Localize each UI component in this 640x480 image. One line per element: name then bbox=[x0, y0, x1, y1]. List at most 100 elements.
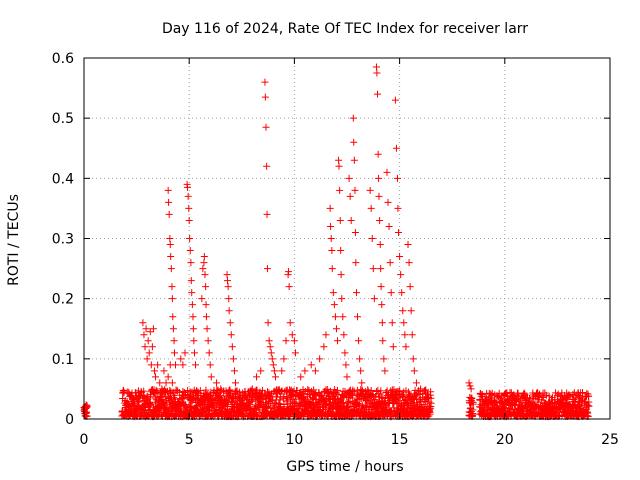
roti-point bbox=[400, 319, 408, 327]
roti-point bbox=[149, 325, 157, 333]
baseline-point bbox=[251, 402, 259, 410]
roti-point bbox=[198, 295, 206, 303]
roti-point bbox=[181, 349, 189, 357]
roti-point bbox=[328, 247, 336, 255]
roti-point bbox=[167, 265, 175, 273]
roti-point bbox=[402, 343, 410, 351]
y-tick-label: 0.2 bbox=[52, 292, 74, 308]
roti-point bbox=[248, 385, 256, 393]
baseline-point bbox=[584, 402, 592, 410]
baseline-point bbox=[565, 391, 573, 399]
baseline-point bbox=[350, 387, 358, 395]
baseline-point bbox=[364, 386, 372, 394]
roti-point bbox=[206, 361, 214, 369]
roti-point bbox=[350, 156, 358, 164]
roti-point bbox=[190, 337, 198, 345]
roti-point bbox=[301, 367, 309, 375]
roti-point bbox=[169, 313, 177, 321]
roti-point bbox=[387, 289, 395, 297]
roti-point bbox=[412, 379, 420, 387]
y-tick-label: 0.6 bbox=[52, 51, 74, 67]
baseline-point bbox=[83, 403, 91, 411]
roti-point bbox=[376, 216, 384, 224]
baseline-point bbox=[536, 390, 544, 398]
roti-point bbox=[265, 337, 273, 345]
roti-point bbox=[189, 313, 197, 321]
baseline-point bbox=[420, 400, 428, 408]
roti-point bbox=[372, 63, 380, 71]
roti-point bbox=[391, 96, 399, 104]
roti-point bbox=[378, 301, 386, 309]
roti-point bbox=[352, 289, 360, 297]
baseline-point bbox=[123, 397, 131, 405]
roti-point bbox=[187, 277, 195, 285]
baseline-point bbox=[269, 396, 277, 404]
roti-point bbox=[200, 259, 208, 267]
roti-point bbox=[205, 349, 213, 357]
roti-point bbox=[140, 331, 148, 339]
roti-point bbox=[282, 337, 290, 345]
roti-point bbox=[179, 361, 187, 369]
roti-point bbox=[185, 204, 193, 212]
roti-point bbox=[168, 379, 176, 387]
baseline-point bbox=[349, 394, 357, 402]
baseline-point bbox=[225, 386, 233, 394]
roti-point bbox=[145, 349, 153, 357]
roti-point bbox=[335, 162, 343, 170]
baseline-point bbox=[579, 389, 587, 397]
roti-point bbox=[164, 186, 172, 194]
roti-point bbox=[329, 289, 337, 297]
roti-point bbox=[172, 361, 180, 369]
data-points bbox=[80, 63, 593, 421]
baseline-point bbox=[275, 399, 283, 407]
baseline-point bbox=[262, 403, 270, 411]
roti-point bbox=[285, 268, 293, 276]
roti-point bbox=[186, 247, 194, 255]
roti-point bbox=[408, 331, 416, 339]
roti-point bbox=[190, 349, 198, 357]
baseline-point bbox=[125, 388, 133, 396]
roti-point bbox=[327, 235, 335, 242]
roti-point bbox=[187, 259, 195, 267]
chart-title: Day 116 of 2024, Rate Of TEC Index for r… bbox=[162, 21, 528, 37]
roti-point bbox=[374, 90, 382, 98]
roti-point bbox=[466, 382, 474, 390]
roti-point bbox=[266, 343, 274, 351]
roti-point bbox=[170, 349, 178, 357]
roti-point bbox=[263, 210, 271, 218]
roti-point bbox=[370, 295, 378, 303]
roti-point bbox=[405, 259, 413, 267]
roti-point bbox=[152, 373, 160, 381]
roti-point bbox=[342, 361, 350, 369]
baseline-point bbox=[320, 405, 328, 413]
roti-point bbox=[165, 210, 173, 218]
baseline-point bbox=[290, 398, 298, 406]
roti-point bbox=[148, 343, 156, 351]
roti-point bbox=[340, 331, 348, 339]
roti-point bbox=[327, 222, 335, 230]
roti-point bbox=[349, 114, 357, 122]
roti-point bbox=[355, 337, 363, 345]
roti-point bbox=[228, 343, 236, 351]
roti-point bbox=[280, 355, 288, 363]
baseline-point bbox=[134, 398, 142, 406]
baseline-point bbox=[374, 386, 382, 394]
baseline-point bbox=[345, 397, 353, 405]
baseline-point bbox=[504, 396, 512, 404]
roti-point bbox=[320, 343, 328, 351]
roti-point bbox=[368, 235, 376, 242]
roti-point bbox=[286, 319, 294, 327]
roti-point bbox=[170, 337, 178, 345]
roti-point bbox=[351, 186, 359, 194]
roti-point bbox=[168, 295, 176, 303]
roti-point bbox=[262, 123, 270, 131]
roti-point bbox=[142, 325, 150, 333]
roti-point bbox=[352, 259, 360, 267]
baseline-point bbox=[229, 394, 237, 402]
roti-point bbox=[201, 271, 209, 279]
roti-point bbox=[410, 367, 418, 375]
roti-point bbox=[326, 204, 334, 212]
roti-point bbox=[417, 385, 425, 393]
roti-point bbox=[166, 241, 174, 249]
roti-point bbox=[369, 265, 377, 273]
